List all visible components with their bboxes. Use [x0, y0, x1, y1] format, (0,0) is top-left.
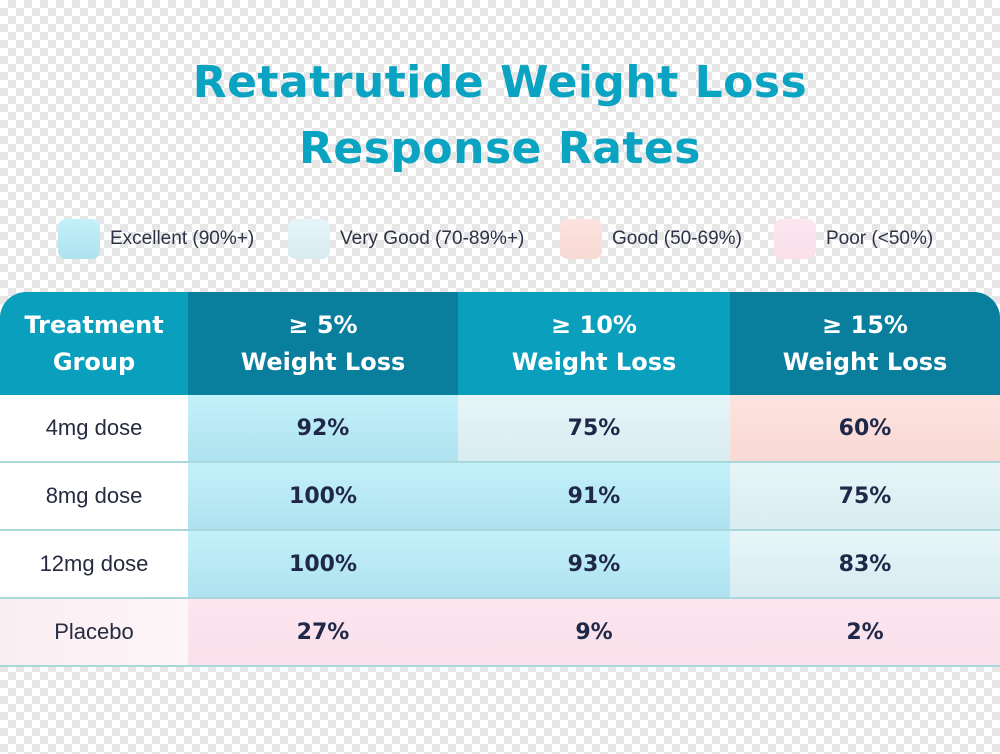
- legend-swatch-very-good: [288, 219, 330, 259]
- legend-label: Good (50-69%): [612, 228, 742, 249]
- table-row: 4mg dose 92% 75% 60%: [0, 395, 1000, 463]
- header-line-2: Weight Loss: [511, 347, 677, 376]
- value-cell: 2%: [730, 599, 1000, 665]
- value-cell: 92%: [188, 395, 458, 461]
- header-5-percent: ≥ 5% Weight Loss: [188, 292, 458, 395]
- header-line-1: ≥ 5%: [288, 310, 358, 339]
- legend-item-good: Good (50-69%): [560, 218, 742, 260]
- value-cell: 93%: [458, 531, 730, 597]
- legend-swatch-good: [560, 219, 602, 259]
- value-cell: 27%: [188, 599, 458, 665]
- value-cell: 83%: [730, 531, 1000, 597]
- chart-title: Retatrutide Weight Loss Response Rates: [0, 50, 1000, 182]
- value-cell: 100%: [188, 463, 458, 529]
- legend-label: Poor (<50%): [826, 228, 934, 249]
- value-cell: 75%: [730, 463, 1000, 529]
- value-cell: 75%: [458, 395, 730, 461]
- legend-label: Excellent (90%+): [110, 228, 255, 249]
- legend-item-poor: Poor (<50%): [774, 218, 933, 260]
- header-line-1: ≥ 15%: [822, 310, 908, 339]
- table-row: Placebo 27% 9% 2%: [0, 599, 1000, 667]
- value-cell: 60%: [730, 395, 1000, 461]
- title-line-1: Retatrutide Weight Loss: [192, 57, 808, 108]
- row-label: 4mg dose: [0, 395, 188, 461]
- table-row: 8mg dose 100% 91% 75%: [0, 463, 1000, 531]
- table-header-row: Treatment Group ≥ 5% Weight Loss ≥ 10% W…: [0, 292, 1000, 395]
- value-cell: 9%: [458, 599, 730, 665]
- legend: Excellent (90%+) Very Good (70-89%+) Goo…: [0, 218, 1000, 260]
- row-label: 8mg dose: [0, 463, 188, 529]
- table-row: 12mg dose 100% 93% 83%: [0, 531, 1000, 599]
- header-line-2: Group: [52, 347, 136, 376]
- row-label: Placebo: [0, 599, 188, 665]
- legend-label: Very Good (70-89%+): [340, 228, 525, 249]
- header-15-percent: ≥ 15% Weight Loss: [730, 292, 1000, 395]
- header-line-2: Weight Loss: [240, 347, 406, 376]
- title-line-2: Response Rates: [299, 123, 701, 174]
- header-treatment-group: Treatment Group: [0, 292, 188, 395]
- value-cell: 100%: [188, 531, 458, 597]
- row-label: 12mg dose: [0, 531, 188, 597]
- header-line-2: Weight Loss: [782, 347, 948, 376]
- legend-swatch-excellent: [58, 219, 100, 259]
- header-line-1: ≥ 10%: [551, 310, 637, 339]
- legend-item-very-good: Very Good (70-89%+): [288, 218, 524, 260]
- legend-item-excellent: Excellent (90%+): [58, 218, 254, 260]
- header-line-1: Treatment: [24, 310, 164, 339]
- legend-swatch-poor: [774, 219, 816, 259]
- value-cell: 91%: [458, 463, 730, 529]
- response-rate-table: Treatment Group ≥ 5% Weight Loss ≥ 10% W…: [0, 292, 1000, 669]
- header-10-percent: ≥ 10% Weight Loss: [458, 292, 730, 395]
